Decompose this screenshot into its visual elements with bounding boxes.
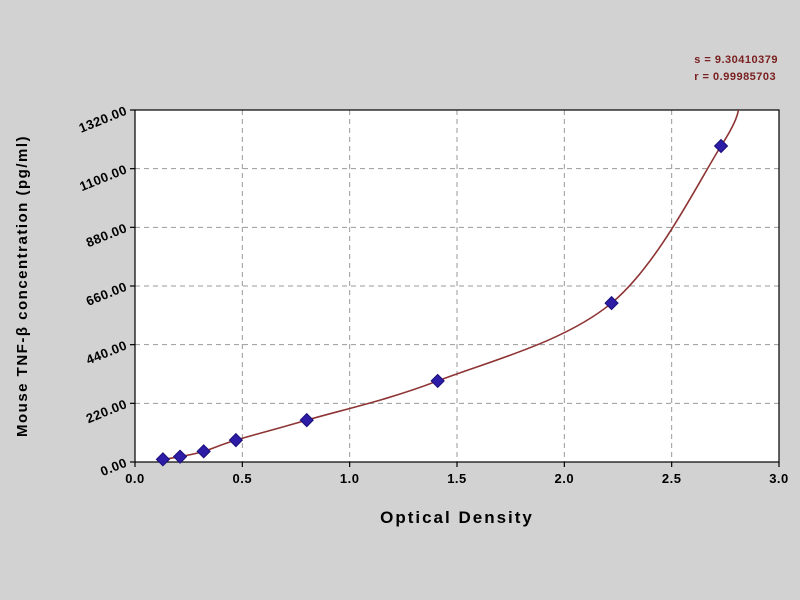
y-tick-label: 660.00	[84, 279, 129, 309]
fit-curve-path	[162, 110, 740, 461]
data-point-marker	[713, 138, 729, 154]
x-tick-label: 0.0	[125, 471, 145, 486]
x-tick-label: 2.0	[555, 471, 575, 486]
x-tick-label: 2.5	[662, 471, 682, 486]
data-point-marker	[430, 373, 445, 389]
data-point-marker	[299, 412, 314, 428]
y-tick-label: 440.00	[84, 338, 129, 368]
fit-annotation: s = 9.30410379 r = 0.99985703	[694, 52, 778, 86]
x-tick-label: 0.5	[233, 471, 253, 486]
y-axis-title: Mouse TNF-β concentration (pg/ml)	[14, 135, 31, 437]
data-point-marker	[155, 452, 171, 467]
x-tick-label: 1.0	[340, 471, 360, 486]
x-axis-title: Optical Density	[380, 508, 534, 527]
fit-r-value: r = 0.99985703	[694, 71, 777, 83]
x-tick-label: 3.0	[769, 471, 789, 486]
data-point-marker	[196, 444, 211, 459]
fit-s-value: s = 9.30410379	[694, 54, 778, 66]
data-point-marker	[228, 432, 244, 448]
y-tick-label: 1100.00	[77, 162, 129, 195]
y-tick-label: 880.00	[84, 220, 129, 250]
data-point-marker	[604, 295, 619, 311]
data-point-marker	[172, 449, 188, 464]
y-tick-label: 220.00	[84, 396, 129, 426]
y-tick-label: 1320.00	[77, 103, 129, 136]
x-tick-label: 1.5	[447, 471, 467, 486]
